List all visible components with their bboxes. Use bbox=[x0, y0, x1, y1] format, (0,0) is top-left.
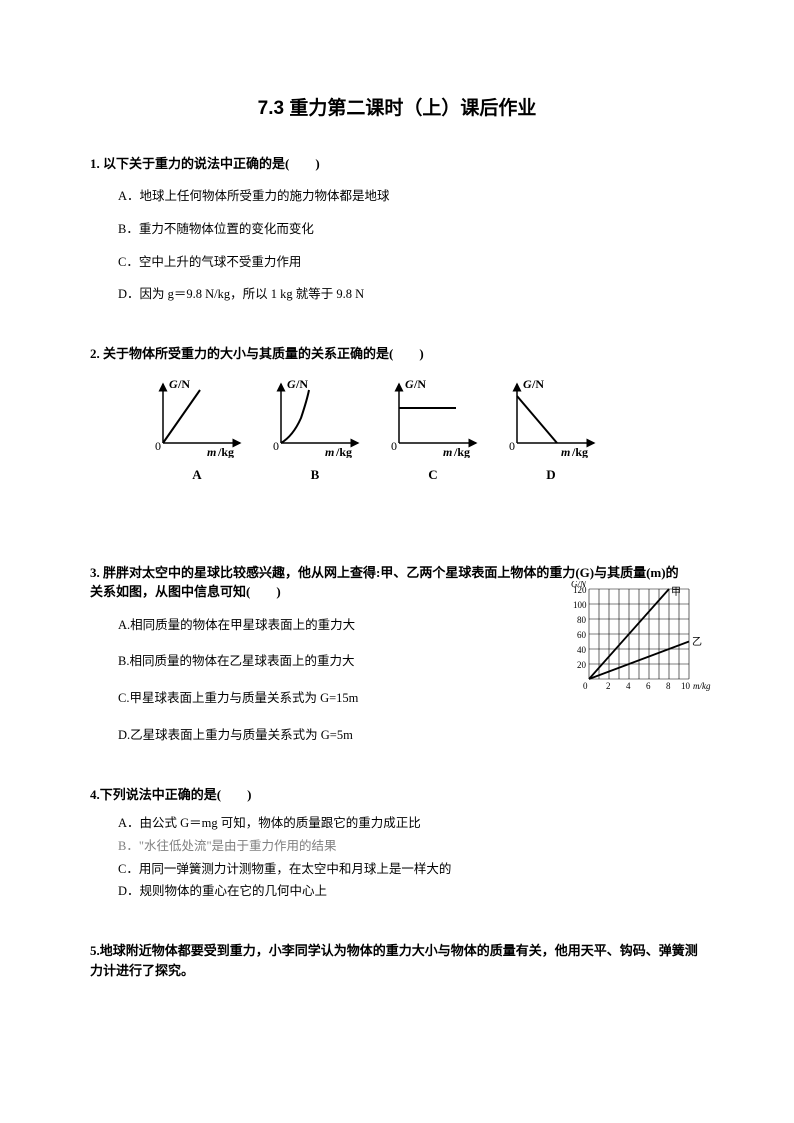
svg-text:m: m bbox=[561, 445, 570, 458]
question-3: 3. 胖胖对太空中的星球比较感兴趣，他从网上查得:甲、乙两个星球表面上物体的重力… bbox=[90, 563, 704, 745]
svg-text:40: 40 bbox=[577, 645, 587, 655]
svg-text:0: 0 bbox=[155, 439, 161, 453]
q5-stem: 5.地球附近物体都要受到重力，小李同学认为物体的重力大小与物体的质量有关，他用天… bbox=[90, 941, 704, 980]
q4-option-d: D．规则物体的重心在它的几何中心上 bbox=[118, 882, 704, 901]
svg-text:G: G bbox=[405, 378, 414, 391]
q2-label-a: A bbox=[138, 465, 256, 485]
q3-option-a: A.相同质量的物体在甲星球表面上的重力大 bbox=[118, 616, 528, 635]
q1-option-d: D．因为 g＝9.8 N/kg，所以 1 kg 就等于 9.8 N bbox=[118, 285, 704, 304]
q4-option-b: B．"水往低处流"是由于重力作用的结果 bbox=[118, 837, 704, 856]
svg-text:0: 0 bbox=[509, 439, 515, 453]
q3-option-c: C.甲星球表面上重力与质量关系式为 G=15m bbox=[118, 689, 528, 708]
question-2: 2. 关于物体所受重力的大小与其质量的关系正确的是( ) G/N 0 m/kg … bbox=[90, 344, 704, 485]
svg-text:m: m bbox=[325, 445, 334, 458]
q3-option-b: B.相同质量的物体在乙星球表面上的重力大 bbox=[118, 652, 528, 671]
q2-graph-a: G/N 0 m/kg A bbox=[138, 378, 256, 485]
q1-stem: 1. 以下关于重力的说法中正确的是( ) bbox=[90, 154, 704, 174]
q1-option-c: C．空中上升的气球不受重力作用 bbox=[118, 253, 704, 272]
svg-text:60: 60 bbox=[577, 630, 587, 640]
svg-text:乙: 乙 bbox=[692, 636, 702, 648]
q2-graph-d: G/N 0 m/kg D bbox=[492, 378, 610, 485]
svg-text:G: G bbox=[169, 378, 178, 391]
q2-stem: 2. 关于物体所受重力的大小与其质量的关系正确的是( ) bbox=[90, 344, 704, 364]
svg-text:/kg: /kg bbox=[571, 445, 588, 458]
q4-option-c: C．用同一弹簧测力计测物重，在太空中和月球上是一样大的 bbox=[118, 860, 704, 879]
q2-graph-c: G/N 0 m/kg C bbox=[374, 378, 492, 485]
svg-text:G: G bbox=[287, 378, 296, 391]
svg-text:m: m bbox=[207, 445, 216, 458]
svg-text:/N: /N bbox=[531, 378, 544, 391]
svg-text:G/N: G/N bbox=[571, 581, 587, 589]
svg-text:2: 2 bbox=[606, 681, 611, 691]
svg-text:/kg: /kg bbox=[335, 445, 352, 458]
svg-text:10: 10 bbox=[681, 681, 691, 691]
svg-text:8: 8 bbox=[666, 681, 671, 691]
svg-text:/N: /N bbox=[413, 378, 426, 391]
q2-graphs: G/N 0 m/kg A G/N 0 m/kg B bbox=[138, 378, 704, 485]
question-4: 4.下列说法中正确的是( ) A．由公式 G＝mg 可知，物体的质量跟它的重力成… bbox=[90, 785, 704, 902]
svg-text:/kg: /kg bbox=[217, 445, 234, 458]
svg-text:0: 0 bbox=[273, 439, 279, 453]
svg-text:/kg: /kg bbox=[453, 445, 470, 458]
svg-text:6: 6 bbox=[646, 681, 651, 691]
svg-text:80: 80 bbox=[577, 615, 587, 625]
svg-text:0: 0 bbox=[583, 681, 588, 691]
svg-text:0: 0 bbox=[391, 439, 397, 453]
q3-chart: 甲 乙 120 100 80 60 40 20 0 2 4 6 8 10 G/N… bbox=[559, 581, 714, 707]
svg-text:4: 4 bbox=[626, 681, 631, 691]
svg-text:甲: 甲 bbox=[671, 587, 681, 598]
q2-label-b: B bbox=[256, 465, 374, 485]
svg-text:G: G bbox=[523, 378, 532, 391]
svg-text:20: 20 bbox=[577, 660, 587, 670]
question-5: 5.地球附近物体都要受到重力，小李同学认为物体的重力大小与物体的质量有关，他用天… bbox=[90, 941, 704, 980]
q4-option-a: A．由公式 G＝mg 可知，物体的质量跟它的重力成正比 bbox=[118, 814, 704, 833]
q1-option-b: B．重力不随物体位置的变化而变化 bbox=[118, 220, 704, 239]
q2-label-c: C bbox=[374, 465, 492, 485]
svg-text:/N: /N bbox=[295, 378, 308, 391]
question-1: 1. 以下关于重力的说法中正确的是( ) A．地球上任何物体所受重力的施力物体都… bbox=[90, 154, 704, 305]
svg-text:/N: /N bbox=[177, 378, 190, 391]
q1-option-a: A．地球上任何物体所受重力的施力物体都是地球 bbox=[118, 187, 704, 206]
q2-label-d: D bbox=[492, 465, 610, 485]
q3-option-d: D.乙星球表面上重力与质量关系式为 G=5m bbox=[118, 726, 528, 745]
svg-text:m/kg: m/kg bbox=[693, 681, 711, 691]
svg-text:100: 100 bbox=[573, 600, 587, 610]
page-title: 7.3 重力第二课时（上）课后作业 bbox=[90, 95, 704, 124]
q4-stem: 4.下列说法中正确的是( ) bbox=[90, 785, 704, 805]
q2-graph-b: G/N 0 m/kg B bbox=[256, 378, 374, 485]
svg-text:m: m bbox=[443, 445, 452, 458]
